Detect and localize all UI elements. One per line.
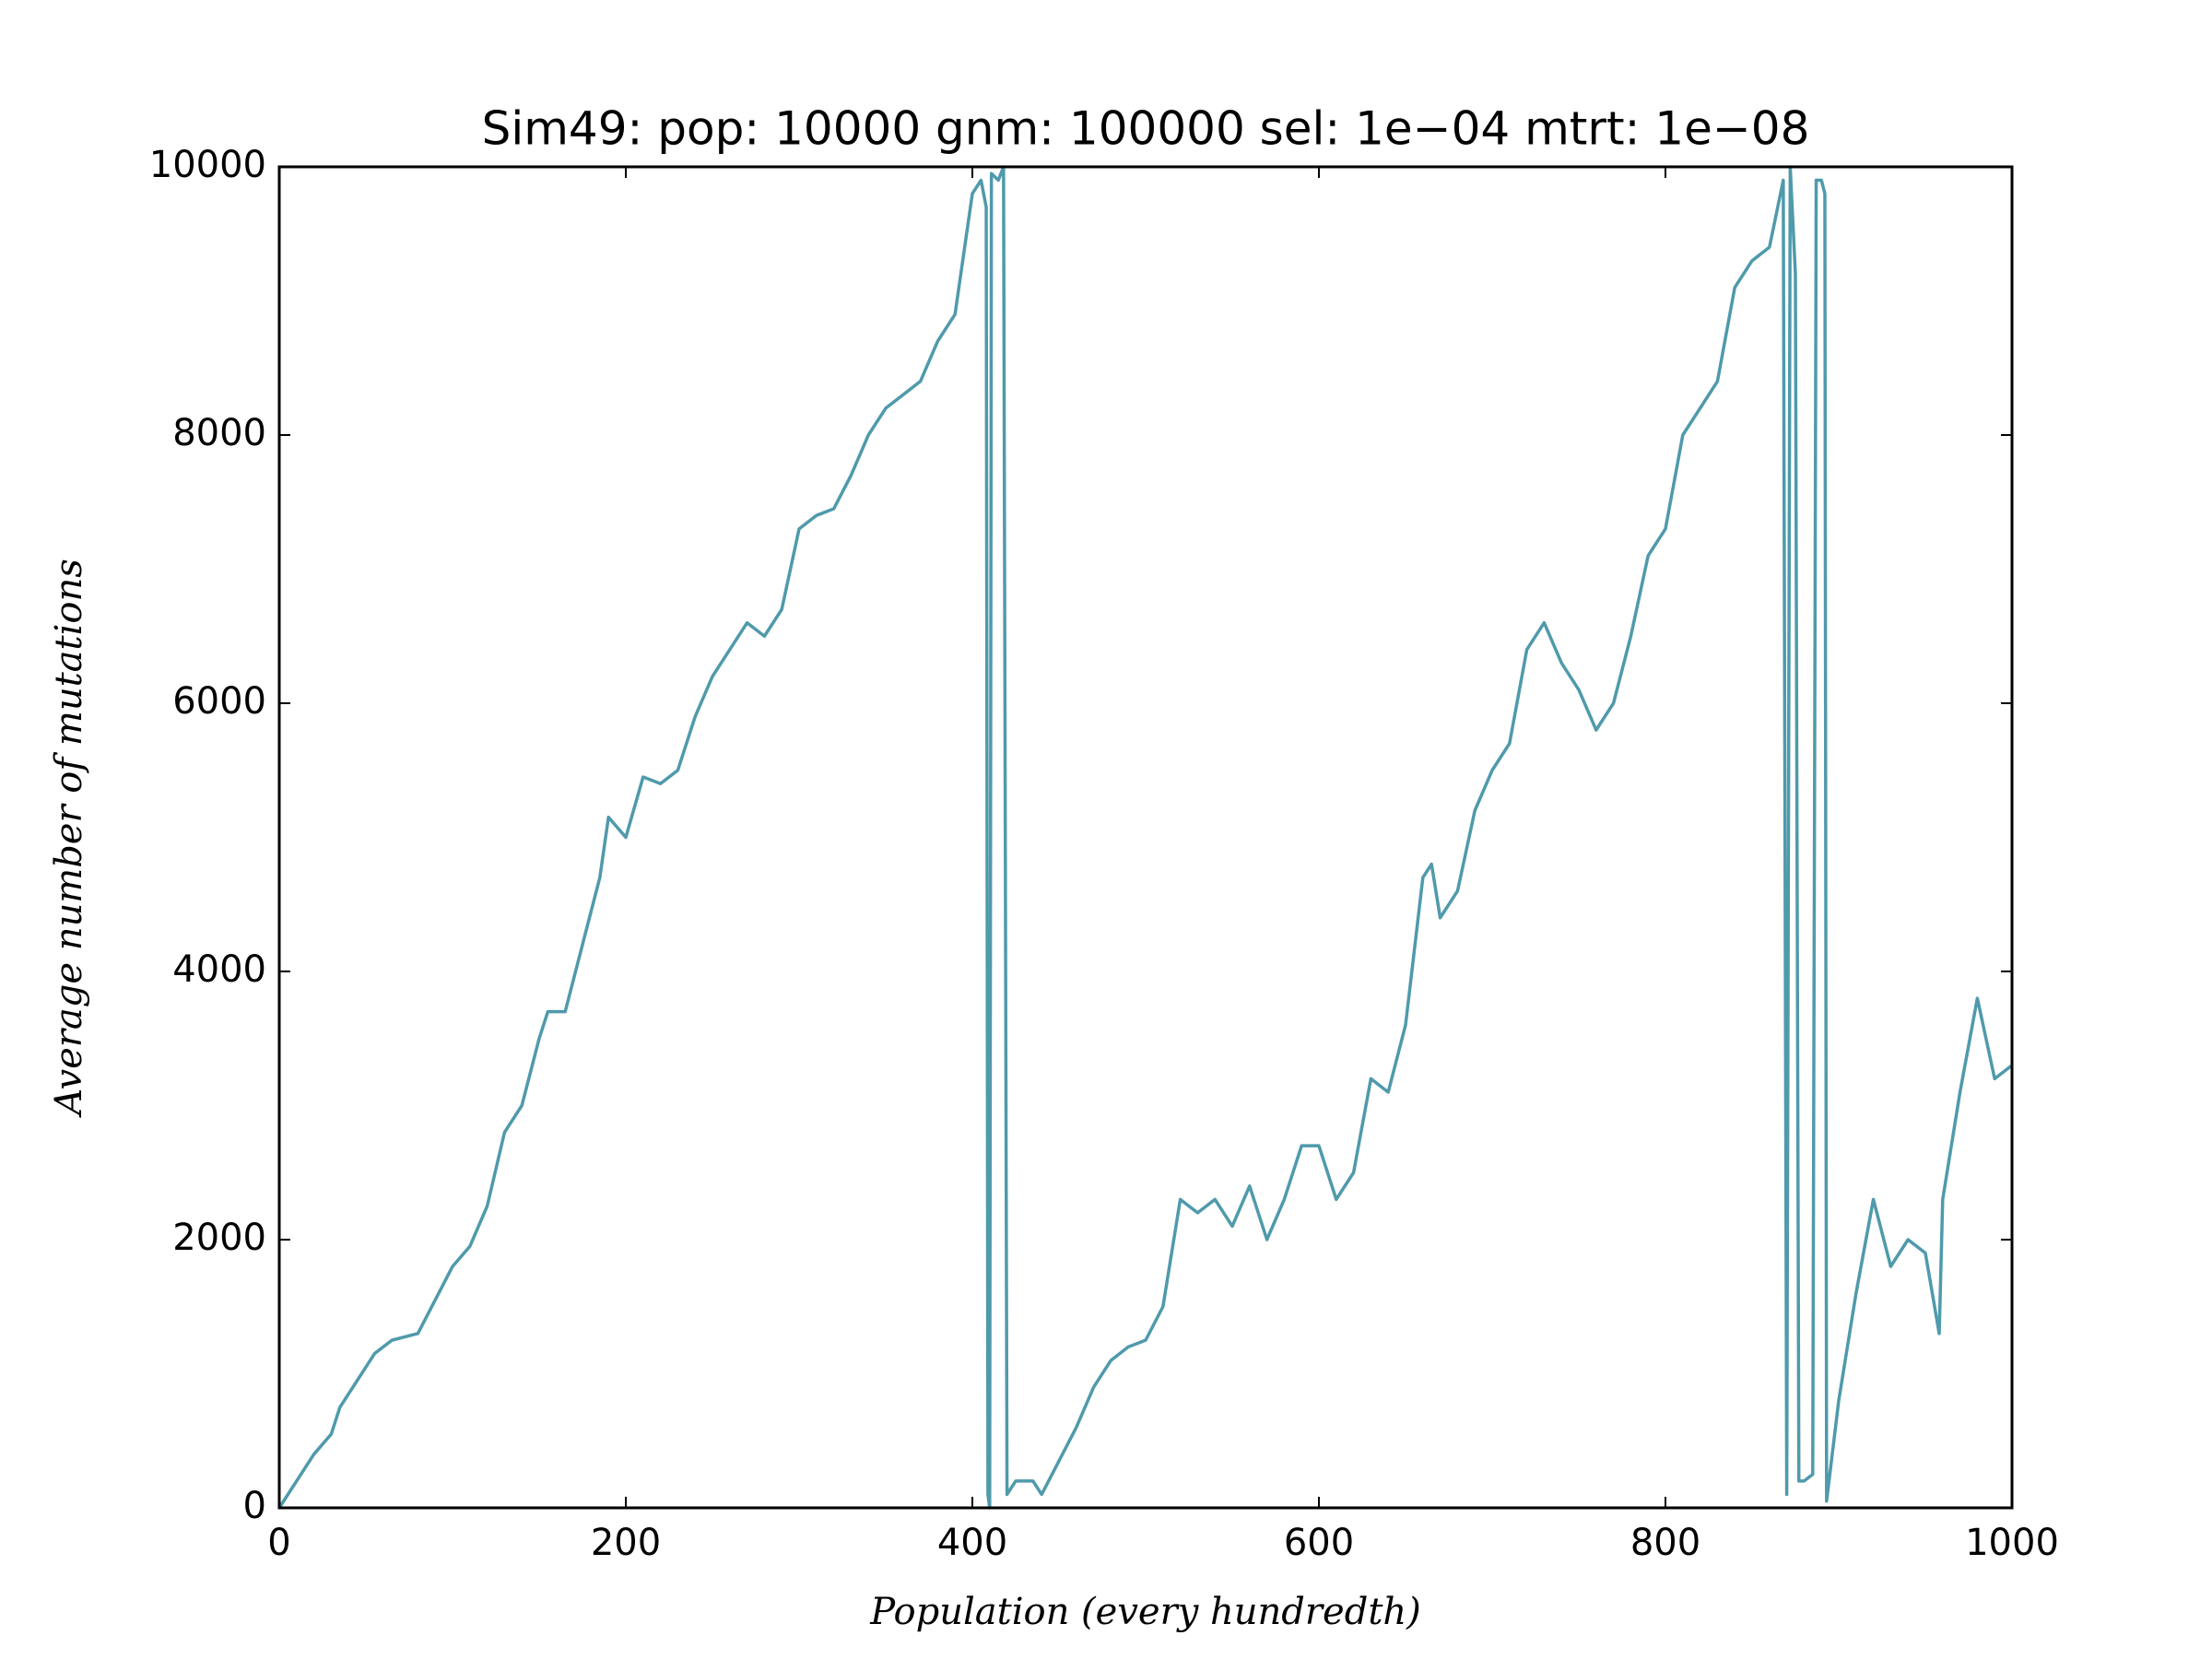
x-tick-label: 400 <box>937 1522 1007 1564</box>
x-tick-label: 600 <box>1284 1522 1354 1564</box>
y-tick-label: 4000 <box>172 948 266 991</box>
y-tick-label: 10000 <box>149 144 266 186</box>
y-tick-label: 2000 <box>172 1217 266 1259</box>
y-axis-label: Average number of mutations <box>48 559 90 1119</box>
chart-title: Sim49: pop: 10000 gnm: 100000 sel: 1e−04… <box>482 102 1810 156</box>
y-tick-label: 0 <box>243 1485 266 1527</box>
y-tick-label: 6000 <box>172 680 266 723</box>
y-tick-label: 8000 <box>172 412 266 454</box>
x-tick-label: 200 <box>591 1522 661 1564</box>
data-line <box>277 165 2014 1510</box>
plot-frame <box>277 165 2014 1510</box>
x-tick-label: 0 <box>267 1522 290 1564</box>
x-tick-label: 800 <box>1630 1522 1700 1564</box>
x-axis-label: Population (every hundredth) <box>869 1591 1421 1633</box>
x-tick-label: 1000 <box>1965 1522 2059 1564</box>
